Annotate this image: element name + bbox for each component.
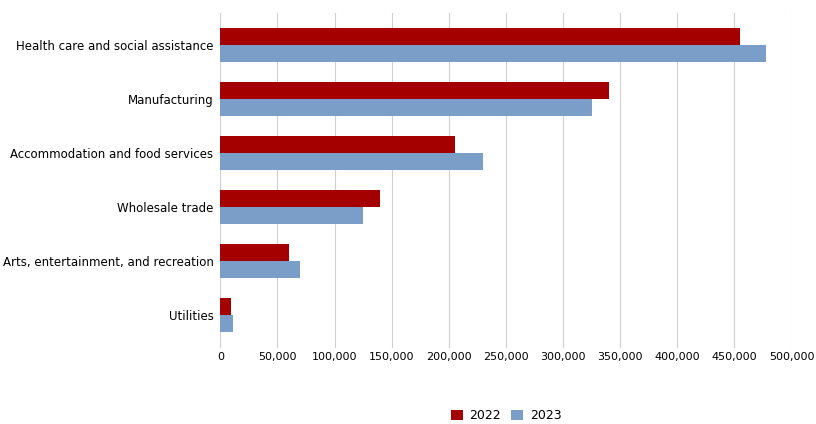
Bar bbox=[220, 82, 609, 99]
Bar bbox=[220, 244, 289, 261]
Bar bbox=[220, 153, 483, 170]
Bar bbox=[220, 136, 455, 153]
Bar bbox=[220, 207, 363, 224]
Bar bbox=[220, 315, 233, 332]
Bar bbox=[220, 190, 380, 207]
Bar bbox=[220, 28, 740, 45]
Bar bbox=[220, 298, 231, 315]
Bar bbox=[220, 99, 592, 117]
Bar bbox=[220, 261, 300, 279]
Legend: 2022, 2023: 2022, 2023 bbox=[446, 404, 566, 424]
Bar bbox=[220, 45, 766, 62]
